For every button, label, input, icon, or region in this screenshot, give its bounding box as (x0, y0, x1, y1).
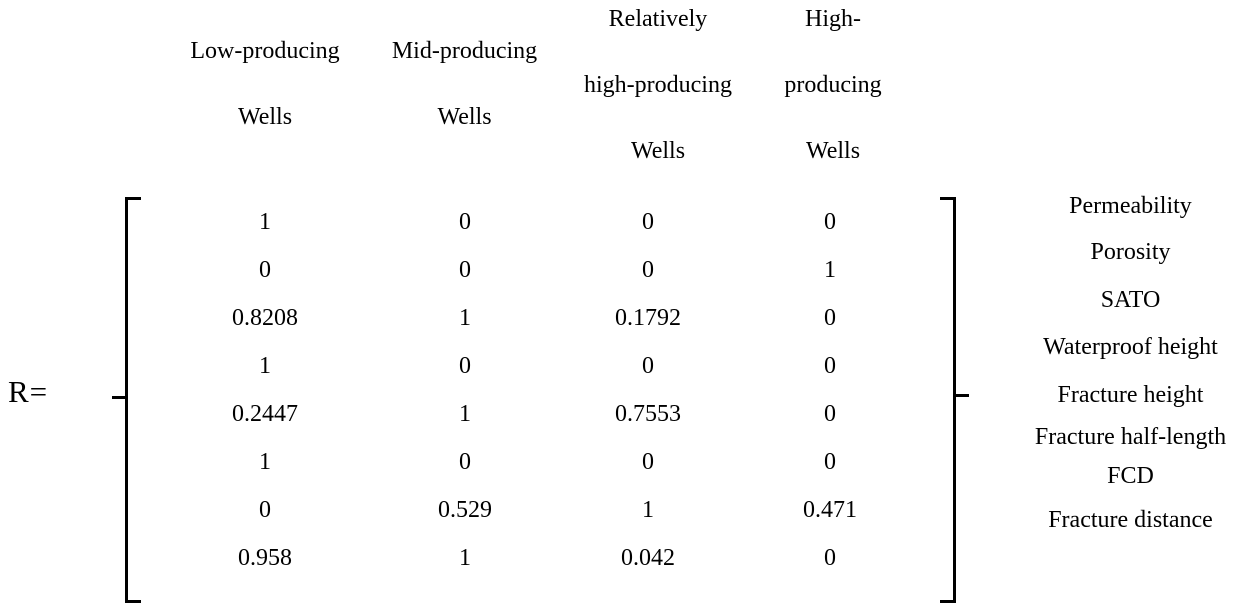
header-line: Wells (237, 104, 293, 130)
matrix-cell: 0 (642, 448, 654, 475)
column-header-relatively-high-producing: Relatively high-producing Wells (560, 0, 756, 175)
row-label: SATO (1100, 287, 1161, 313)
matrix-grid: 1 0 0 0 0 0 0 1 0.8208 1 0.1792 0 1 0 0 0 0.2447 1 0.7553 0… (150, 198, 914, 582)
matrix-lhs-label: R= (8, 374, 49, 409)
header-line: Mid-producing (391, 38, 538, 64)
right-bracket-mid-nub (956, 394, 969, 397)
matrix-cell: 0.7553 (615, 400, 681, 427)
matrix-cell: 1 (259, 208, 271, 235)
matrix-cell: 0.958 (238, 544, 292, 571)
header-line: high-producing (584, 72, 732, 98)
header-line: Wells (630, 138, 686, 164)
left-bracket-stem (125, 197, 128, 603)
matrix-cell: 0 (824, 352, 836, 379)
row-label: Permeability (1069, 193, 1192, 219)
right-bracket-bottom-arm (940, 600, 956, 603)
right-bracket-top-arm (940, 197, 956, 200)
matrix-cell: 0 (459, 448, 471, 475)
matrix-cell: 0 (642, 352, 654, 379)
matrix-cell: 0 (824, 304, 836, 331)
left-bracket-top-arm (125, 197, 141, 200)
matrix-cell: 0 (642, 208, 654, 235)
matrix-cell: 0.529 (438, 496, 492, 523)
matrix-cell: 1 (459, 400, 471, 427)
matrix-cell: 1 (259, 448, 271, 475)
matrix-cell: 0.2447 (232, 400, 298, 427)
header-line: Low-producing (190, 38, 340, 64)
left-bracket-mid-nub (112, 396, 125, 399)
matrix-cell: 1 (259, 352, 271, 379)
matrix-cell: 0.1792 (615, 304, 681, 331)
matrix-cell: 0 (642, 256, 654, 283)
matrix-cell: 0 (459, 208, 471, 235)
matrix-cell: 0 (824, 544, 836, 571)
row-label: Fracture height (1057, 382, 1204, 408)
header-line: Relatively (608, 6, 708, 32)
column-header-mid-producing: Mid-producing Wells (372, 0, 557, 175)
matrix-cell: 1 (459, 304, 471, 331)
matrix-cell: 0 (824, 208, 836, 235)
matrix-cell: 0.8208 (232, 304, 298, 331)
matrix-cell: 0 (459, 352, 471, 379)
header-line: Wells (437, 104, 492, 130)
matrix-cell: 0 (824, 400, 836, 427)
column-header-high-producing: High- producing Wells (748, 0, 918, 175)
row-label: Porosity (1090, 239, 1171, 265)
matrix-cell: 0 (459, 256, 471, 283)
matrix-cell: 0.042 (621, 544, 675, 571)
row-label: Waterproof height (1043, 334, 1218, 360)
right-bracket-stem (953, 197, 956, 603)
left-bracket-bottom-arm (125, 600, 141, 603)
matrix-cell: 1 (459, 544, 471, 571)
header-line: producing (784, 72, 882, 98)
matrix-cell: 1 (824, 256, 836, 283)
row-label: Fracture distance (1048, 507, 1213, 533)
column-header-low-producing: Low-producing Wells (175, 0, 355, 175)
matrix-cell: 0.471 (803, 496, 857, 523)
row-label: FCD (1107, 463, 1154, 489)
matrix-cell: 0 (824, 448, 836, 475)
matrix-cell: 0 (259, 496, 271, 523)
header-line: Wells (805, 138, 861, 164)
header-line: High- (805, 6, 861, 32)
matrix-cell: 1 (642, 496, 654, 523)
matrix-cell: 0 (259, 256, 271, 283)
row-label: Fracture half-length (1034, 424, 1227, 450)
